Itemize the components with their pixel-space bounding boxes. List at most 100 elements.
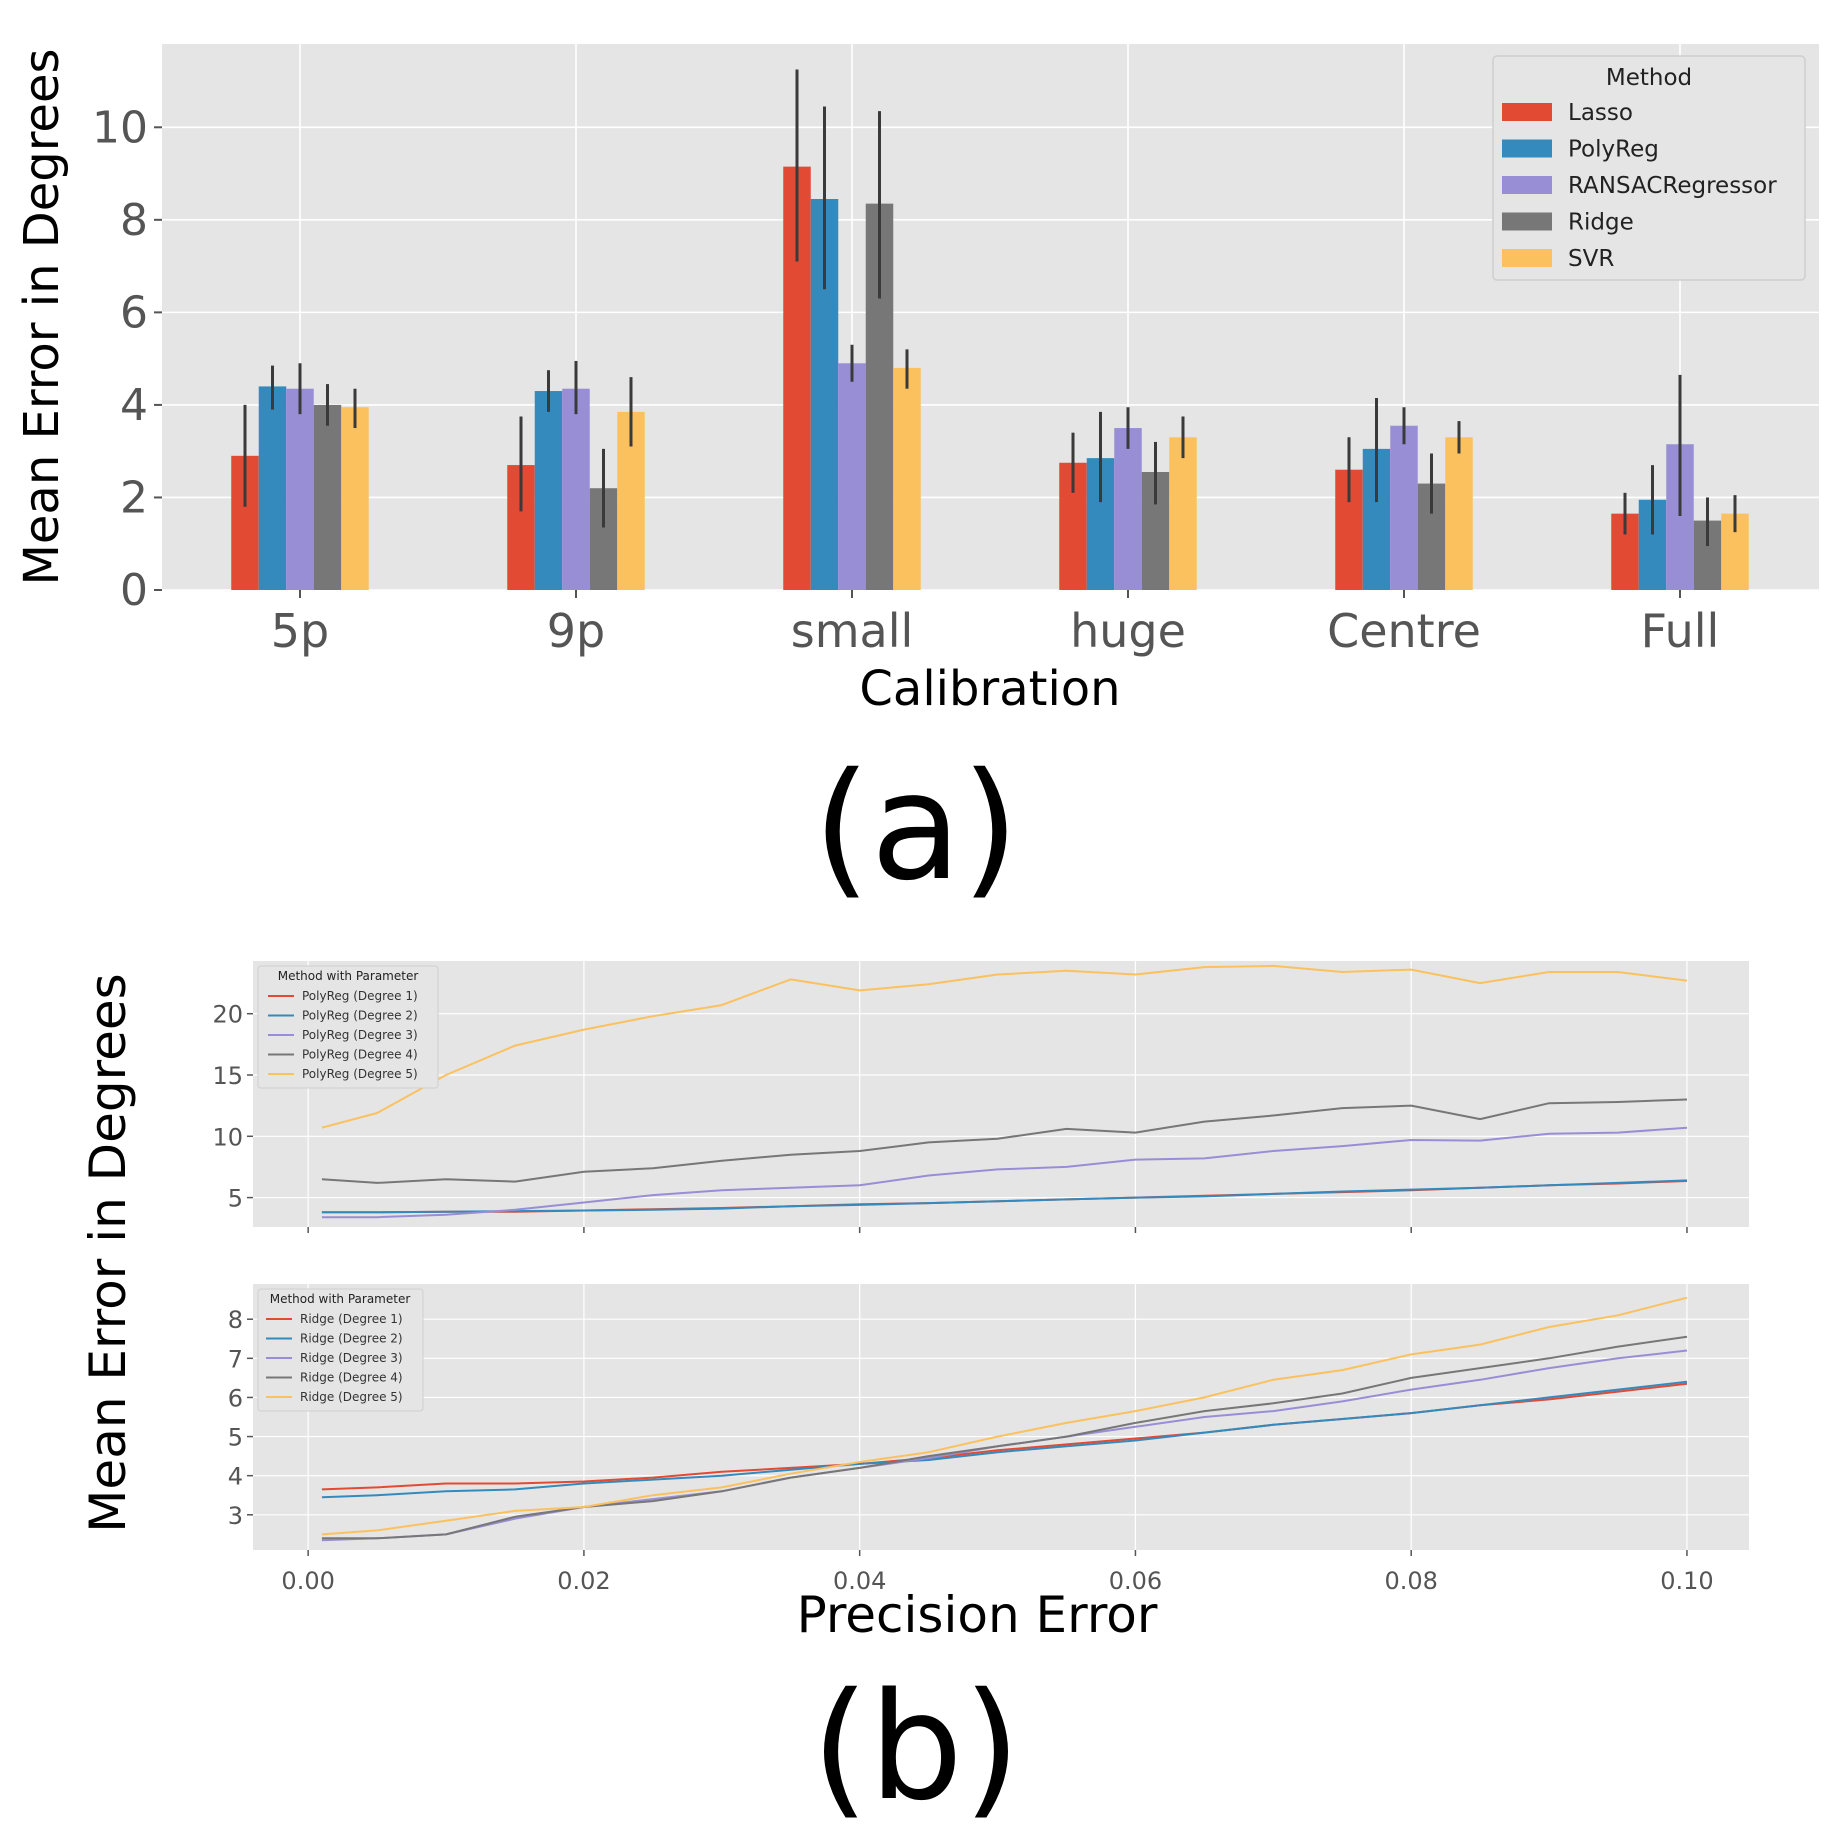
legend-label: PolyReg (Degree 1) (302, 989, 418, 1003)
bottom-legend: Method with Parameter Ridge (Degree 1)Ri… (257, 1288, 424, 1412)
legend-swatch (1502, 139, 1552, 158)
top-legend: Method with Parameter PolyReg (Degree 1)… (257, 965, 439, 1089)
legend-label: PolyReg (Degree 5) (302, 1067, 418, 1081)
legend-label: Ridge (Degree 1) (300, 1312, 403, 1326)
error-bars (243, 69, 1737, 547)
y-tick-label: 2 (120, 472, 148, 523)
legend-label: Ridge (Degree 2) (300, 1332, 403, 1346)
x-tick-label: 0.08 (1384, 1567, 1437, 1595)
top-legend-entries: PolyReg (Degree 1) PolyReg (Degree 2) Poly… (268, 989, 418, 1081)
bar (1169, 437, 1197, 590)
bar (313, 404, 342, 590)
y-tick-label: 5 (228, 1424, 243, 1452)
series-line (321, 1179, 1688, 1214)
legend-label: SVR (1568, 246, 1614, 272)
y-tick-label: 0 (120, 565, 148, 616)
x-tick-label: 9p (547, 604, 605, 658)
bar-series (231, 166, 1749, 590)
bottom-series-lines (321, 1296, 1688, 1542)
bar (258, 386, 287, 590)
x-tick-label: 0.06 (1109, 1567, 1162, 1595)
bar (562, 388, 590, 590)
y-tick-label: 6 (228, 1384, 243, 1412)
legend-frame (1492, 55, 1806, 281)
y-tick-label: 15 (212, 1062, 243, 1090)
bottom-plot-area (253, 1284, 1749, 1550)
series-line (321, 1098, 1688, 1184)
bar (1445, 437, 1473, 590)
legend-label: PolyReg (Degree 2) (302, 1009, 418, 1023)
legend-swatch (1502, 176, 1552, 194)
legend-label: Lasso (1568, 100, 1633, 126)
bar (1390, 425, 1418, 590)
bar-chart-panel: 0 2 4 6 8 10 5p 9p small huge Centre Full Calibrat… (14, 44, 1819, 913)
series-line (321, 1126, 1688, 1219)
bar (838, 363, 866, 590)
y-axis-label-b: Mean Error in Degrees (79, 973, 137, 1532)
legend-label: RANSACRegressor (1568, 173, 1777, 199)
x-axis-label: Calibration (859, 661, 1120, 717)
top-y-ticks: 5 10 15 20 (212, 1001, 253, 1213)
x-tick-label: 5p (271, 604, 329, 658)
x-tick-label: Full (1641, 604, 1720, 658)
y-tick-label: 5 (228, 1185, 243, 1213)
x-tick-label: 0.10 (1660, 1567, 1713, 1595)
x-tick-label: 0.02 (557, 1567, 610, 1595)
legend-label: Ridge (Degree 4) (300, 1371, 403, 1385)
legend-label: PolyReg (Degree 4) (302, 1048, 418, 1062)
legend-swatch (1502, 212, 1552, 231)
top-legend-frame (257, 965, 439, 1089)
bar (893, 367, 921, 590)
y-tick-label: 6 (120, 287, 148, 338)
y-axis-label: Mean Error in Degrees (14, 48, 70, 585)
top-x-tickmarks (307, 1227, 1688, 1233)
top-plot-area (253, 961, 1749, 1227)
y-tick-label: 4 (120, 380, 148, 431)
bar (1114, 428, 1142, 590)
y-tick-label: 10 (212, 1123, 243, 1151)
legend-label: Ridge (Degree 3) (300, 1351, 403, 1365)
series-line (321, 1380, 1688, 1499)
x-tick-label: huge (1070, 604, 1186, 658)
line-chart-panel: 5 10 15 20 Method with Parameter PolyReg (D… (79, 961, 1749, 1829)
x-tick-label: 0.04 (833, 1567, 886, 1595)
bar-x-ticks: 5p 9p small huge Centre Full (271, 590, 1720, 658)
top-legend-title: Method with Parameter (278, 969, 419, 983)
y-tick-label: 3 (228, 1502, 243, 1530)
panel-label-a: (a) (813, 741, 1019, 913)
x-tick-label: Centre (1327, 604, 1481, 658)
legend-entries: Lasso PolyReg RANSACRegressor Ridge SVR (1502, 100, 1777, 272)
legend: Method Lasso PolyReg RANSACRegressor Ridge S… (1492, 55, 1806, 281)
legend-label: PolyReg (Degree 3) (302, 1028, 418, 1042)
bottom-gridlines (253, 1284, 1749, 1550)
bar-y-ticks: 0 2 4 6 8 10 (92, 102, 162, 616)
legend-swatch (1502, 103, 1552, 121)
bar (534, 391, 563, 590)
legend-label: Ridge (1568, 210, 1634, 236)
y-tick-label: 8 (120, 195, 148, 246)
bar (341, 407, 369, 590)
legend-label: Ridge (Degree 5) (300, 1390, 403, 1404)
bottom-y-ticks: 3 4 5 6 7 8 (228, 1306, 253, 1530)
legend-swatch (1502, 249, 1552, 267)
y-tick-label: 20 (212, 1001, 243, 1029)
panel-label-b: (b) (811, 1661, 1020, 1829)
x-tick-label: small (791, 604, 914, 658)
series-line (321, 1335, 1688, 1540)
series-line (321, 1296, 1688, 1536)
y-tick-label: 8 (228, 1306, 243, 1334)
bottom-legend-title: Method with Parameter (270, 1292, 411, 1306)
bottom-legend-frame (257, 1288, 424, 1412)
x-tick-label: 0.00 (281, 1567, 334, 1595)
legend-label: PolyReg (1568, 137, 1659, 163)
legend-title: Method (1606, 65, 1692, 91)
bottom-legend-entries: Ridge (Degree 1) Ridge (Degree 2) Ridge (D… (266, 1312, 403, 1404)
x-axis-label-b: Precision Error (797, 1586, 1158, 1644)
bar (286, 388, 314, 590)
series-line (321, 964, 1688, 1129)
top-gridlines (253, 961, 1749, 1227)
top-series-lines (321, 964, 1688, 1219)
y-tick-label: 4 (228, 1463, 243, 1491)
bottom-x-ticks: 0.00 0.02 0.04 0.06 0.08 0.10 (281, 1550, 1714, 1595)
